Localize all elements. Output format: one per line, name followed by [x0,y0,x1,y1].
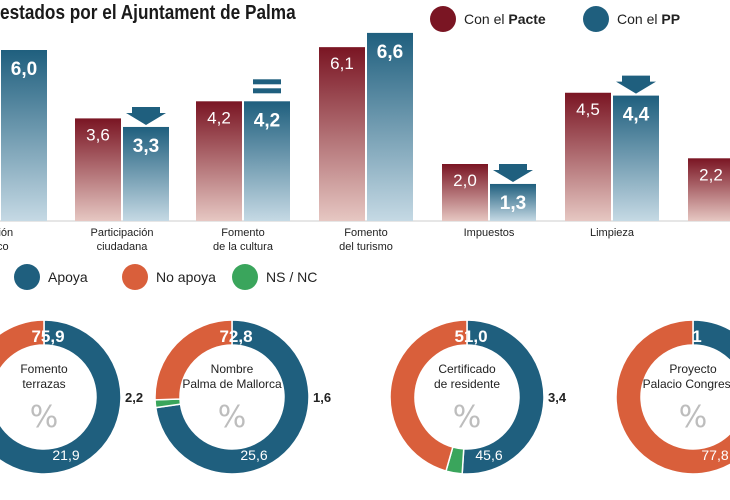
indicator-down-icon [493,163,533,182]
bar-pp-label: 6,0 [11,59,37,80]
slice-apoya-label: 75,9 [31,327,64,346]
bar-chart: 6,0 ación fico 3,6 3,3 Participación ciudadana… [0,10,730,253]
legend-apoya-swatch [14,264,40,290]
legend-apoya: Apoya [14,264,88,290]
slice-apoya-label: 51,0 [454,327,487,346]
bar-group: 4,2 4,2 Fomento de la cultura [196,79,290,253]
legend-nsnc-label: NS / NC [266,269,318,285]
bar-pacte [688,158,730,221]
donut-hole [0,345,96,449]
bar-pacte [565,92,611,221]
bar-group: 2,0 1,3 Impuestos [442,163,536,239]
slice-apoya-label: 1 [692,327,701,346]
donut-hole [415,345,519,449]
bar-pacte [196,101,242,221]
bar-group: 4,5 4,4 Limpieza [565,75,659,239]
indicator-up-icon [5,28,43,44]
bar-pp-label: 4,2 [254,110,280,131]
legend-apoya-label: Apoya [48,269,88,285]
bar-pacte-label: 3,6 [86,125,110,144]
bar-pp [490,183,536,221]
legend-no-apoya-swatch [122,264,148,290]
slice-nsnc-label: 1,6 [313,390,331,405]
percent-symbol: % [218,400,247,435]
bar-pp [244,101,290,221]
donut-center-label: terrazas [22,377,65,391]
category-label: Participación [91,227,154,239]
bar-pp-label: 1,3 [500,193,526,214]
donut-center-label: Palma de Mallorca [182,377,282,391]
donut-center-label: Nombre [211,362,254,376]
category-label: ciudadana [97,241,149,253]
bar-pp-label: 4,4 [623,105,650,126]
bar-group: 3,6 3,3 Participación ciudadana [75,106,169,253]
bar-pacte-label: 4,2 [207,108,231,127]
bar-pp [613,95,659,221]
donut-center-label: Certificado [438,362,496,376]
bar-pp-label: 6,6 [377,42,403,63]
bar-pp [1,50,47,221]
bar-pacte [319,47,365,222]
category-label: Impuestos [464,227,515,239]
legend-pp-swatch [583,6,609,32]
category-label: Fomento [344,227,387,239]
indicator-equal-icon [253,88,281,94]
bar-group: 6,1 6,6 Fomento del turismo [319,10,413,253]
bar-pacte-label: 4,5 [576,100,600,119]
donut-center-label: Palacio Congresos [643,377,730,391]
donut-center-label: Fomento [20,362,68,376]
donut-center-label: Proyecto [669,362,717,376]
indicator-up-icon [371,10,409,27]
bar-pacte [75,118,121,221]
donut-hole [180,345,284,449]
legend-pacte-swatch [430,6,456,32]
donut-hole [641,345,730,449]
chart-title: estados por el Ajuntament de Palma [0,2,296,24]
bar-group: 6,0 ación fico [0,28,47,253]
category-label: Fomento [221,227,264,239]
indicator-down-icon [126,106,166,125]
bar-pacte-label: 2,2 [699,165,723,184]
percent-symbol: % [679,400,708,435]
slice-no-apoya-label: 21,9 [52,447,79,463]
donut-center-label: de residente [434,377,500,391]
indicator-down-icon [616,75,656,94]
bar-pp [123,126,169,221]
bar-pp-label: 3,3 [133,136,159,157]
legend-nsnc: NS / NC [232,264,317,290]
percent-symbol: % [453,400,482,435]
bar-group: 2,2C [688,158,730,221]
bar-pacte [442,164,488,221]
indicator-equal-icon [253,79,281,85]
bar-pacte-label: 2,0 [453,171,477,190]
slice-nsnc-label: 3,4 [548,390,567,405]
category-label: del turismo [339,241,393,253]
bar-pacte-label: 6,1 [330,54,354,73]
category-label: ación [0,227,13,239]
slice-nsnc-label: 2,2 [125,390,143,405]
percent-symbol: % [30,400,59,435]
legend-pacte: Con el Pacte [430,6,546,32]
legend-nsnc-swatch [232,264,258,290]
legend-pp: Con el PP [583,6,680,32]
category-label: Limpieza [590,227,635,239]
category-label: fico [0,241,9,253]
legend-pacte-label: Con el Pacte [464,11,546,27]
category-label: de la cultura [213,241,274,253]
slice-no-apoya-label: 25,6 [240,447,267,463]
legend-pp-label: Con el PP [617,11,681,27]
legend-no-apoya-label: No apoya [156,269,216,285]
slice-no-apoya-label: 77,8 [701,447,728,463]
slice-apoya-label: 72,8 [219,327,252,346]
bar-pp [367,32,413,222]
legend-no-apoya: No apoya [122,264,216,290]
slice-no-apoya-label: 45,6 [475,447,502,463]
